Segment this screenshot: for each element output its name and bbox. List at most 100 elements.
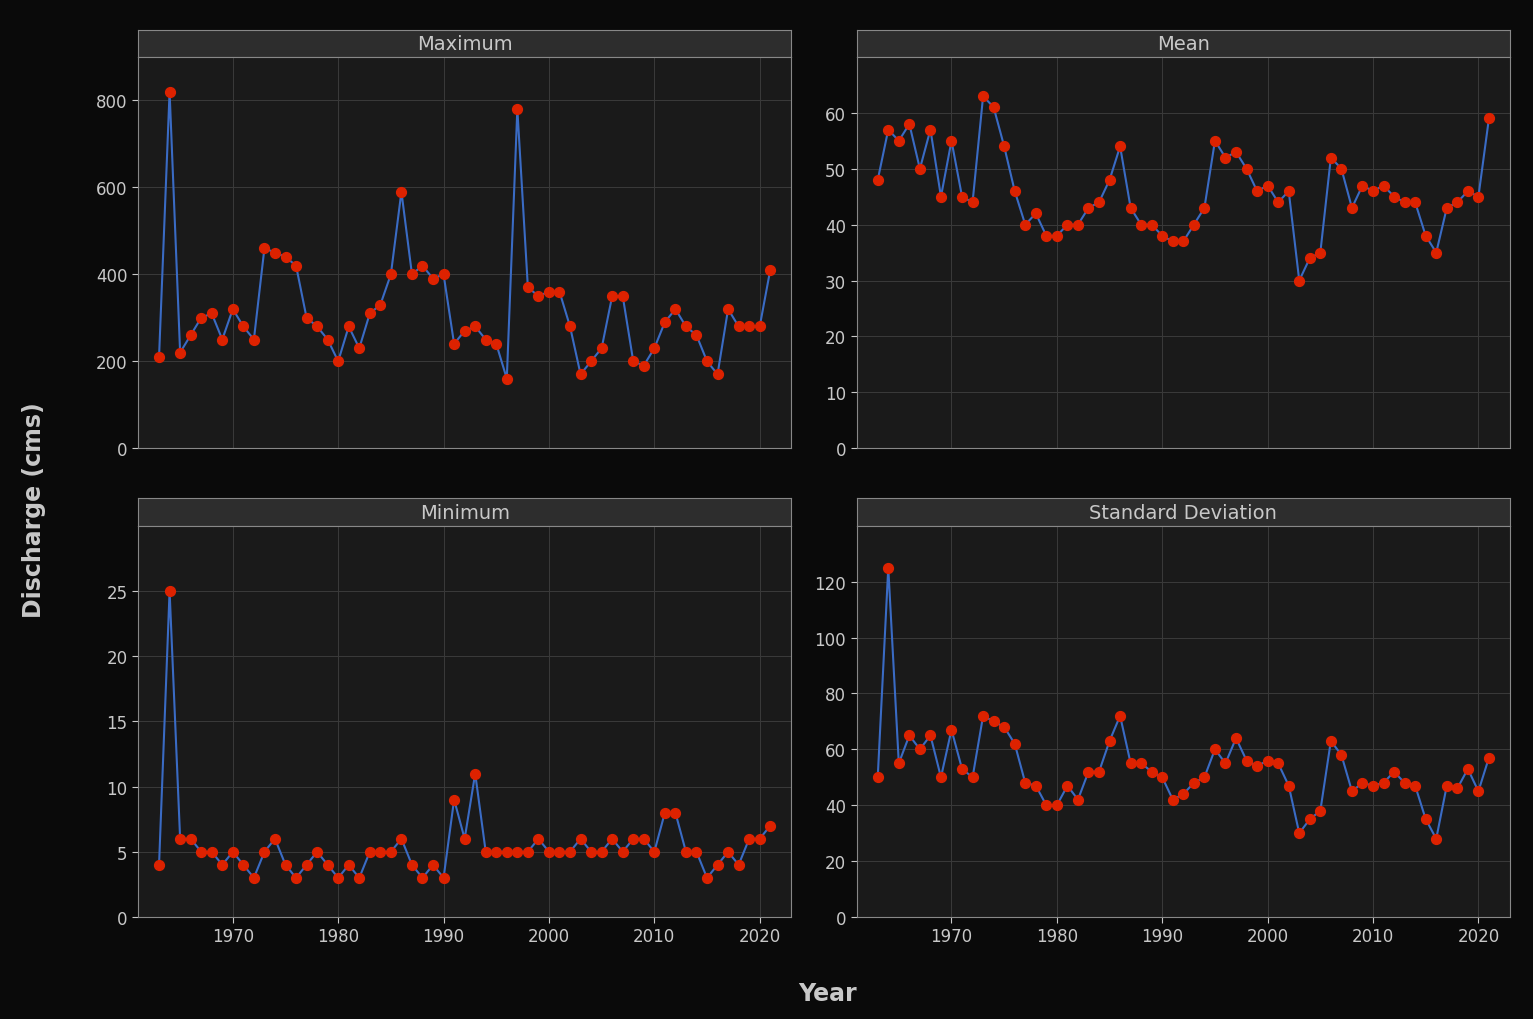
Point [558,844,583,860]
Point [357,844,382,860]
Point [929,769,954,786]
Point [1392,195,1416,211]
Point [1446,781,1470,797]
Point [273,857,297,873]
Point [431,267,455,283]
Point [452,830,477,847]
Point [294,311,319,327]
Point [389,830,414,847]
Point [1266,195,1291,211]
Point [757,263,782,279]
Point [221,302,245,318]
Point [673,319,698,335]
Point [1392,775,1416,792]
Point [1003,183,1027,200]
Point [1381,190,1406,206]
Point [411,258,435,274]
Point [474,844,498,860]
Point [1256,753,1280,769]
Point [1098,733,1122,749]
Point [1446,195,1470,211]
Point [1351,775,1375,792]
Point [558,319,583,335]
Point [1413,811,1438,827]
Point [420,271,445,287]
Point [1139,764,1164,781]
Point [960,195,984,211]
Point [1160,234,1185,251]
Point [992,719,1016,736]
Point [1119,755,1144,771]
Point [757,818,782,835]
Point [1065,792,1090,808]
Point [1297,251,1321,267]
Point [886,133,911,150]
Point [495,844,520,860]
Point [940,721,964,738]
Point [694,870,719,887]
Text: Standard Deviation: Standard Deviation [1090,503,1277,522]
Point [1108,708,1133,725]
Point [1119,201,1144,217]
Point [178,328,202,344]
Point [1024,206,1049,222]
Point [970,89,995,105]
Point [1372,775,1397,792]
Point [442,336,466,353]
Point [748,319,773,335]
Point [262,830,287,847]
Point [918,728,943,744]
Point [908,161,932,177]
Point [316,332,340,348]
Point [1424,246,1449,262]
Point [621,830,645,847]
Point [1160,792,1185,808]
Point [1234,161,1259,177]
Point [210,332,235,348]
Point [1223,731,1248,747]
Point [1435,201,1459,217]
Point [251,844,276,860]
Point [400,267,425,283]
Point [1076,201,1101,217]
Point [210,857,235,873]
Point [992,140,1016,156]
Text: Maximum: Maximum [417,35,512,54]
Point [960,769,984,786]
Point [547,284,572,301]
Point [1150,769,1174,786]
Point [379,267,403,283]
Point [251,240,276,257]
Point [1013,775,1038,792]
Point [1213,755,1237,771]
Point [599,830,624,847]
Point [950,190,975,206]
Point [1193,769,1217,786]
Point [1245,758,1269,774]
Point [316,857,340,873]
Point [1288,273,1312,289]
Point [918,122,943,139]
Point [569,830,593,847]
Point [610,844,635,860]
Point [621,354,645,370]
Point [515,844,540,860]
Point [242,332,267,348]
Point [420,857,445,873]
Point [452,323,477,339]
Point [1466,190,1490,206]
Text: Year: Year [799,981,857,1006]
Point [1340,784,1364,800]
Point [1013,217,1038,233]
Point [1277,183,1302,200]
Point [642,844,667,860]
Point [1435,777,1459,794]
Point [1361,183,1386,200]
Point [705,857,730,873]
Point [705,367,730,383]
Point [694,354,719,370]
Point [242,870,267,887]
Point [1277,777,1302,794]
Point [1128,755,1153,771]
Point [589,844,613,860]
